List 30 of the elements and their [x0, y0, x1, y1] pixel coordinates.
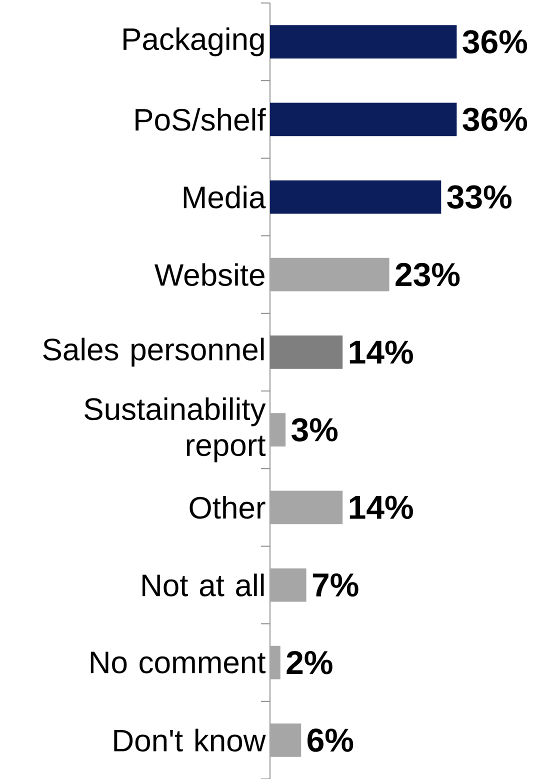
- data-label: 36%: [462, 30, 528, 54]
- bar: [270, 180, 442, 214]
- y-tick-label: No comment: [90, 652, 266, 674]
- bar: [270, 25, 457, 58]
- bar: [270, 646, 280, 680]
- bar: [270, 258, 390, 292]
- y-tick-label: Sales personnel: [43, 338, 264, 367]
- bar: [270, 102, 457, 136]
- data-label: 2%: [286, 650, 332, 674]
- data-label: 3%: [292, 418, 338, 442]
- data-label: 36%: [462, 108, 528, 132]
- y-tick-label: Sustainability report: [84, 397, 266, 462]
- y-tick-label: Media: [184, 186, 266, 208]
- bar: [270, 336, 343, 369]
- data-label: 7%: [312, 573, 358, 597]
- data-label: 14%: [350, 340, 413, 364]
- y-tick-label: Packaging: [124, 27, 264, 56]
- y-tick-label: Other: [190, 496, 266, 519]
- bar: [270, 568, 306, 602]
- y-tick-label: Website: [154, 263, 264, 286]
- bar: [270, 490, 343, 524]
- y-tick-label: Don't know: [114, 728, 266, 752]
- data-label: 6%: [308, 728, 354, 752]
- bar: [270, 413, 286, 446]
- y-tick-label: PoS/shelf: [136, 108, 266, 131]
- bar: [270, 724, 302, 757]
- data-label: 23%: [396, 262, 460, 286]
- data-label: 14%: [350, 496, 413, 520]
- y-tick-label: Not at all: [142, 574, 264, 596]
- data-label: 33%: [447, 185, 512, 209]
